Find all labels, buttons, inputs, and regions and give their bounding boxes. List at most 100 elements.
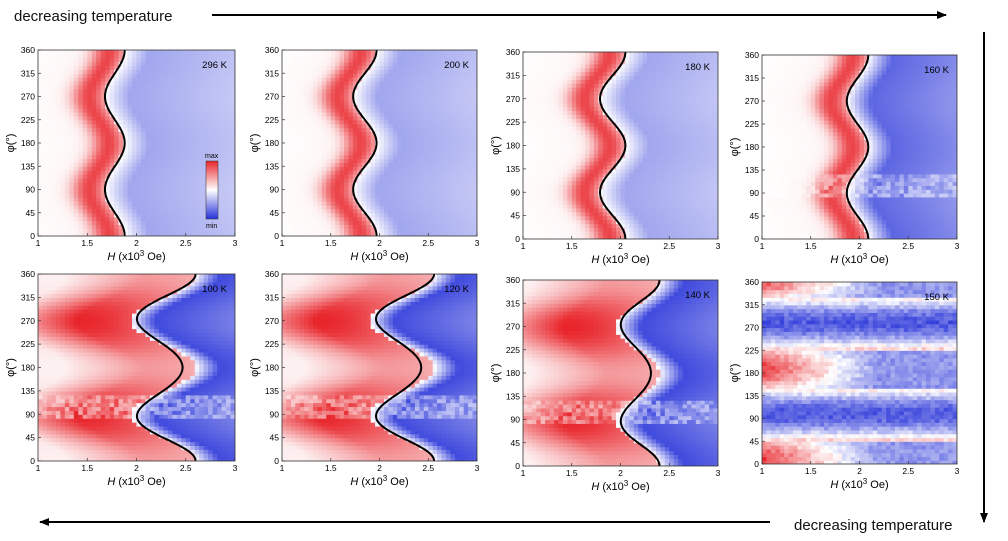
heatmap-cell — [118, 123, 124, 129]
heatmap-cell — [348, 162, 354, 167]
heatmap-cell — [42, 50, 48, 55]
heatmap-cell — [704, 227, 710, 232]
heatmap-cell — [176, 96, 182, 101]
heatmap-cell — [428, 135, 434, 140]
heatmap-cell — [42, 154, 48, 160]
heatmap-cell — [459, 119, 465, 125]
heatmap-cell — [410, 154, 416, 160]
heatmap-cell — [423, 92, 429, 98]
heatmap-cell — [190, 224, 196, 229]
heatmap-cell — [60, 216, 66, 222]
heatmap-cell — [598, 180, 604, 186]
heatmap-cell — [208, 127, 214, 132]
heatmap-cell — [423, 212, 429, 218]
heatmap-cell — [536, 223, 542, 228]
heatmap-cell — [78, 205, 84, 210]
heatmap-cell — [105, 108, 111, 113]
heatmap-cell — [38, 201, 44, 206]
heatmap-cell — [230, 50, 235, 55]
heatmap-cell — [299, 112, 305, 117]
heatmap-cell — [549, 192, 555, 197]
heatmap-cell — [348, 81, 354, 86]
heatmap-cell — [38, 166, 44, 171]
heatmap-cell — [64, 197, 70, 202]
heatmap-cell — [132, 104, 138, 109]
heatmap-cell — [540, 188, 546, 193]
heatmap-cell — [199, 205, 205, 210]
heatmap-cell — [290, 57, 296, 63]
heatmap-cell — [549, 235, 555, 239]
heatmap-cell — [100, 220, 106, 225]
heatmap-cell — [181, 162, 187, 167]
heatmap-cell — [163, 212, 169, 218]
heatmap-cell — [406, 150, 412, 156]
heatmap-cell — [317, 170, 323, 175]
heatmap-cell — [352, 232, 358, 236]
heatmap-cell — [132, 174, 138, 179]
heatmap-cell — [454, 65, 460, 70]
heatmap-cell — [352, 135, 358, 140]
heatmap-cell — [140, 119, 147, 125]
heatmap-cell — [199, 73, 205, 78]
heatmap-cell — [554, 235, 560, 239]
heatmap-cell — [167, 212, 173, 218]
heatmap-cell — [176, 224, 182, 229]
heatmap-cell — [127, 108, 133, 113]
heatmap-cell — [375, 232, 381, 236]
heatmap-cell — [286, 170, 292, 175]
heatmap-cell — [616, 192, 622, 197]
heatmap-cell — [123, 193, 129, 198]
heatmap-cell — [432, 77, 438, 82]
heatmap-cell — [562, 192, 568, 197]
heatmap-cell — [176, 88, 182, 94]
heatmap-cell — [410, 228, 416, 233]
heatmap-cell — [375, 158, 381, 163]
heatmap-cell — [472, 146, 477, 152]
heatmap-cell — [357, 73, 363, 78]
heatmap-cell — [64, 81, 70, 86]
heatmap-cell — [678, 196, 684, 201]
heatmap-cell — [339, 119, 345, 125]
heatmap-cell — [664, 184, 670, 189]
heatmap-cell — [212, 115, 218, 121]
heatmap-cell — [540, 180, 546, 186]
heatmap-cell — [123, 100, 129, 105]
heatmap-cell — [580, 235, 586, 239]
banner-top-label: decreasing temperature — [14, 8, 172, 25]
heatmap-cell — [357, 115, 363, 121]
heatmap-cell — [463, 131, 469, 136]
heatmap-cell — [199, 216, 205, 222]
heatmap-cell — [598, 211, 604, 217]
heatmap-cell — [145, 216, 151, 222]
heatmap-cell — [158, 150, 164, 156]
heatmap-cell — [217, 96, 223, 101]
heatmap-cell — [695, 231, 701, 236]
heatmap-cell — [127, 232, 133, 236]
heatmap-cell — [123, 108, 129, 113]
heatmap-cell — [145, 224, 151, 229]
heatmap-cell — [82, 205, 88, 210]
heatmap-cell — [445, 150, 452, 156]
heatmap-cell — [226, 139, 232, 144]
heatmap-cell — [401, 115, 407, 121]
heatmap-cell — [642, 180, 648, 186]
heatmap-cell — [60, 100, 66, 105]
heatmap-cell — [154, 100, 160, 105]
heatmap-cell — [313, 139, 319, 144]
heatmap-cell — [158, 69, 164, 74]
heatmap-cell — [366, 96, 372, 101]
heatmap-cell — [51, 77, 57, 82]
heatmap-cell — [419, 146, 425, 152]
heatmap-cell — [295, 104, 301, 109]
heatmap-cell — [299, 212, 305, 218]
heatmap-cell — [468, 181, 474, 187]
heatmap-cell — [313, 92, 319, 98]
heatmap-cell — [545, 180, 551, 186]
heatmap-cell — [114, 123, 120, 129]
heatmap-cell — [221, 143, 227, 148]
heatmap-cell — [230, 232, 235, 236]
heatmap-cell — [172, 69, 178, 74]
heatmap-cell — [69, 92, 75, 98]
heatmap-cell — [366, 50, 372, 55]
heatmap-cell — [366, 220, 372, 225]
